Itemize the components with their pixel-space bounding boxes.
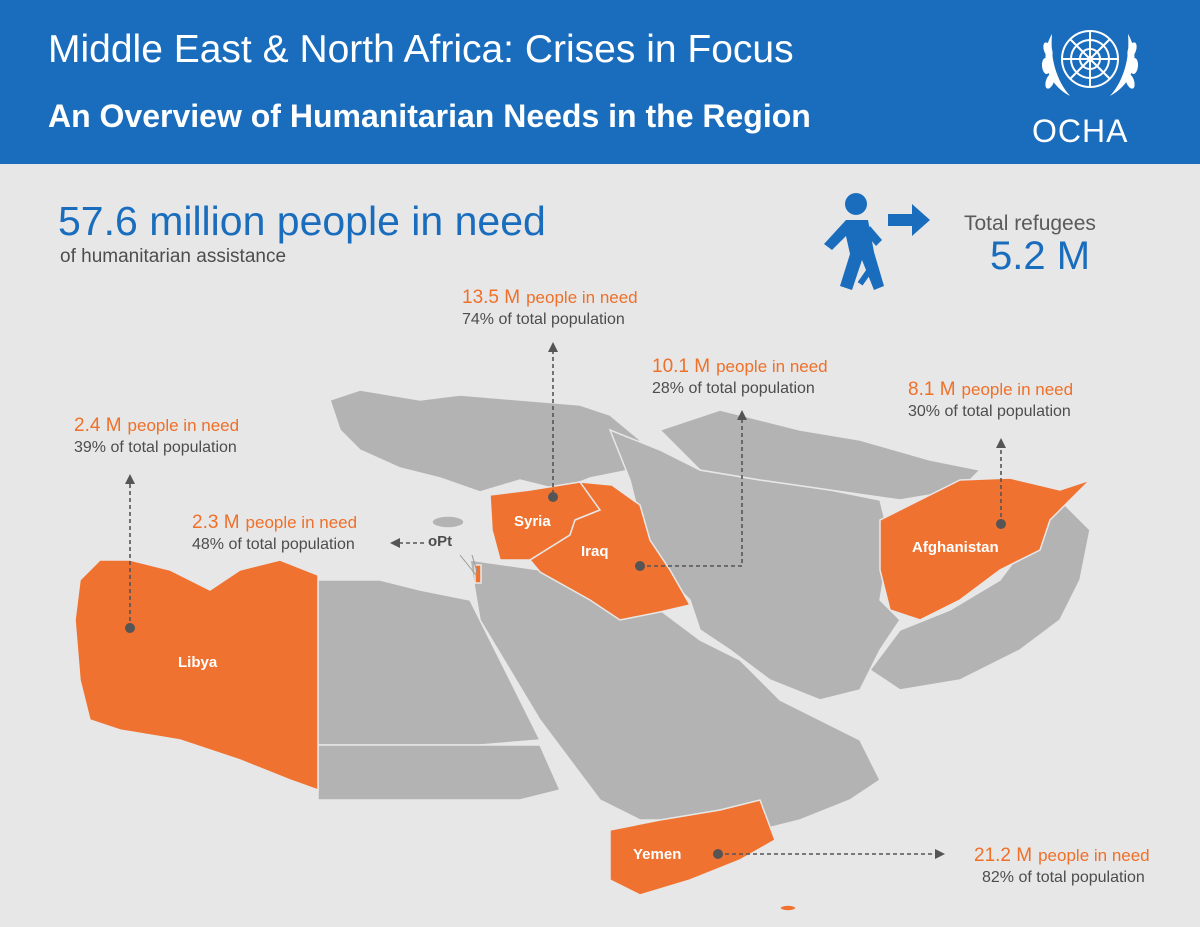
leader-iraq bbox=[640, 418, 743, 567]
refugees-label: Total refugees bbox=[964, 212, 1096, 235]
country-label-libya: Libya bbox=[178, 654, 218, 671]
callout-opt-value: 2.3 M bbox=[192, 512, 240, 533]
callout-syria-pct: 74% of total population bbox=[462, 311, 625, 328]
map-island-socotra bbox=[779, 904, 797, 912]
marker-afghanistan bbox=[996, 519, 1006, 529]
country-label-afghanistan: Afghanistan bbox=[912, 539, 999, 556]
callout-opt-pct: 48% of total population bbox=[192, 536, 355, 553]
total-in-need: 57.6 million people in need bbox=[58, 198, 546, 244]
callout-iraq-pct: 28% of total population bbox=[652, 380, 815, 397]
map-land-turkey bbox=[329, 389, 641, 493]
callout-iraq: 10.1 M people in need 28% of total popula… bbox=[652, 356, 828, 398]
refugee-walking-icon bbox=[824, 193, 930, 290]
callout-iraq-label: people in need bbox=[716, 357, 828, 376]
callout-libya-label: people in need bbox=[127, 416, 240, 435]
refugees-value: 5.2 M bbox=[990, 234, 1091, 278]
callout-yemen: 21.2 M people in need 82% of total popula… bbox=[974, 845, 1150, 887]
callout-libya-value: 2.4 M bbox=[74, 415, 122, 436]
region-map bbox=[74, 342, 1091, 912]
callout-afghanistan: 8.1 M people in need 30% of total populat… bbox=[908, 379, 1073, 421]
map-land-arabia bbox=[469, 559, 881, 831]
marker-libya bbox=[125, 623, 135, 633]
callout-libya: 2.4 M people in need 39% of total populat… bbox=[74, 415, 239, 457]
marker-iraq bbox=[635, 561, 645, 571]
page-subtitle: An Overview of Humanitarian Needs in the… bbox=[48, 98, 811, 134]
callout-iraq-value: 10.1 M bbox=[652, 356, 711, 377]
un-emblem-icon bbox=[1041, 30, 1139, 96]
country-label-opt: oPt bbox=[428, 533, 453, 550]
marker-syria bbox=[548, 492, 558, 502]
map-country-libya bbox=[74, 559, 319, 792]
total-in-need-subtitle: of humanitarian assistance bbox=[60, 246, 287, 267]
ocha-logo-text: OCHA bbox=[1032, 113, 1129, 149]
callout-afghanistan-pct: 30% of total population bbox=[908, 403, 1071, 420]
callout-afghanistan-label: people in need bbox=[961, 380, 1074, 399]
page-title: Middle East & North Africa: Crises in Fo… bbox=[48, 28, 794, 71]
callout-afghanistan-value: 8.1 M bbox=[908, 379, 956, 400]
callout-syria: 13.5 M people in need 74% of total popula… bbox=[462, 287, 638, 329]
header-banner: Middle East & North Africa: Crises in Fo… bbox=[0, 0, 1200, 164]
country-label-yemen: Yemen bbox=[633, 846, 682, 863]
callout-yemen-pct: 82% of total population bbox=[982, 869, 1145, 886]
callout-libya-pct: 39% of total population bbox=[74, 439, 237, 456]
callout-syria-label: people in need bbox=[526, 288, 638, 307]
country-label-iraq: Iraq bbox=[581, 543, 609, 560]
map-land-cyprus bbox=[431, 515, 465, 529]
map-country-afghanistan bbox=[879, 477, 1091, 621]
marker-yemen bbox=[713, 849, 723, 859]
callout-yemen-label: people in need bbox=[1038, 846, 1150, 865]
map-land-sudan bbox=[317, 744, 562, 801]
callout-opt: 2.3 M people in need 48% of total populat… bbox=[192, 512, 357, 554]
callout-syria-value: 13.5 M bbox=[462, 287, 521, 308]
country-label-syria: Syria bbox=[514, 513, 551, 530]
map-country-iraq bbox=[528, 481, 692, 621]
arrow-right-icon bbox=[888, 204, 930, 236]
callout-opt-label: people in need bbox=[245, 513, 358, 532]
map-country-yemen bbox=[609, 799, 776, 896]
callout-yemen-value: 21.2 M bbox=[974, 845, 1033, 866]
